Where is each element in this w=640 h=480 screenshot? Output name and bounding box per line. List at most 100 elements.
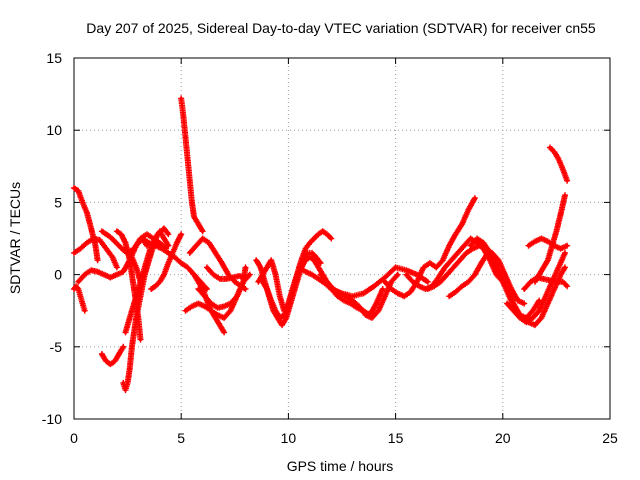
data-point	[286, 301, 290, 306]
data-point	[205, 265, 209, 269]
data-point	[233, 280, 237, 284]
data-point	[95, 270, 100, 274]
data-point	[460, 284, 464, 288]
series-arc03	[71, 235, 120, 271]
data-point	[563, 193, 567, 197]
data-point	[76, 189, 80, 193]
y-axis-title: SDTVAR / TECUs	[7, 182, 23, 294]
data-point	[454, 290, 458, 294]
data-point	[196, 222, 200, 226]
data-point	[522, 287, 526, 291]
data-point	[447, 294, 451, 298]
data-point	[85, 241, 89, 245]
data-point	[308, 241, 312, 245]
data-point	[477, 244, 481, 248]
data-point	[166, 244, 170, 248]
data-point	[273, 273, 278, 277]
data-point	[383, 294, 387, 298]
data-point	[278, 294, 282, 298]
data-point	[141, 236, 145, 241]
data-point	[544, 294, 548, 298]
data-point	[559, 273, 563, 277]
series-arc33	[532, 192, 568, 285]
data-point	[76, 287, 80, 291]
data-point	[439, 280, 443, 284]
data-point	[166, 232, 170, 236]
data-point	[351, 294, 355, 298]
data-point	[269, 258, 273, 262]
data-point	[531, 309, 535, 313]
data-point	[511, 309, 516, 313]
data-point	[479, 261, 483, 265]
data-point	[340, 291, 344, 295]
data-point	[162, 236, 166, 241]
data-point	[128, 258, 132, 262]
x-tick-label: 5	[177, 430, 185, 446]
data-point	[100, 229, 104, 233]
data-point	[312, 236, 316, 241]
data-point	[316, 265, 321, 269]
marker-trace	[186, 235, 249, 292]
data-point	[426, 287, 430, 291]
data-point	[496, 258, 501, 262]
data-point	[201, 236, 205, 241]
data-point	[254, 258, 258, 262]
data-point	[85, 210, 89, 215]
data-point	[336, 294, 340, 298]
data-point	[372, 284, 376, 288]
data-point	[389, 280, 393, 284]
data-point	[207, 241, 211, 245]
data-point	[80, 301, 85, 306]
data-point	[556, 265, 561, 269]
series-arc18	[203, 264, 249, 282]
data-point	[318, 261, 323, 265]
data-point	[565, 179, 569, 183]
data-point	[278, 316, 282, 320]
y-tick-label: -10	[42, 411, 62, 427]
data-point	[265, 265, 269, 269]
data-point	[409, 290, 413, 294]
data-point	[248, 273, 252, 277]
x-axis-title: GPS time / hours	[287, 458, 394, 474]
data-point	[134, 265, 138, 269]
data-point	[321, 229, 325, 233]
data-point	[141, 273, 145, 277]
data-point	[188, 251, 192, 255]
data-point	[516, 298, 520, 303]
data-point	[243, 265, 248, 269]
data-point	[108, 362, 113, 366]
data-point	[119, 232, 123, 236]
data-point	[136, 287, 140, 291]
data-point	[374, 301, 378, 306]
data-point	[190, 200, 194, 204]
data-point	[361, 291, 366, 295]
data-point	[563, 251, 567, 255]
data-point	[241, 280, 245, 284]
data-point	[136, 316, 140, 320]
marker-trace	[547, 144, 571, 184]
data-point	[194, 244, 198, 248]
x-tick-label: 15	[388, 430, 404, 446]
data-point	[282, 313, 286, 317]
data-point	[529, 280, 533, 284]
data-point	[183, 309, 188, 313]
data-point	[473, 273, 477, 277]
y-tick-label: 0	[54, 267, 62, 283]
data-point	[149, 287, 153, 291]
data-point	[342, 298, 346, 303]
data-point	[533, 280, 537, 284]
data-point	[436, 275, 441, 280]
data-point	[383, 275, 387, 280]
data-point	[218, 323, 222, 327]
data-point	[218, 277, 222, 281]
data-point	[394, 265, 398, 269]
data-point	[72, 251, 76, 255]
data-point	[145, 232, 149, 236]
data-point	[348, 301, 353, 306]
data-point	[115, 265, 119, 269]
data-point	[280, 323, 284, 327]
data-point	[396, 273, 400, 277]
data-point	[537, 298, 541, 303]
data-point	[153, 284, 158, 288]
data-point	[351, 298, 355, 303]
